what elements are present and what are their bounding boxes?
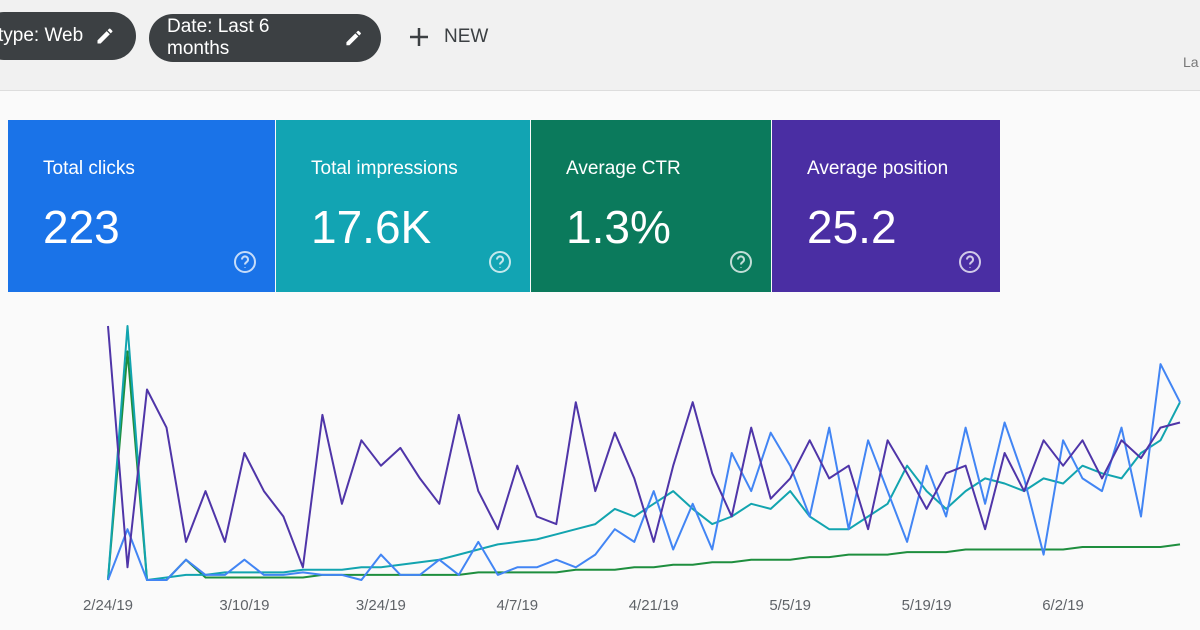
edit-icon: [97, 28, 113, 44]
help-mark: [495, 255, 504, 268]
new-label: NEW: [444, 26, 489, 47]
metric-label: Average position: [807, 158, 949, 179]
help-icon: [489, 251, 511, 273]
metric-value: 1.3%: [566, 201, 671, 253]
help-circle: [234, 251, 256, 273]
metric-card[interactable]: Average CTR 1.3%: [531, 120, 771, 292]
metric-line: [107, 363, 1181, 581]
metric-value: 17.6K: [311, 201, 432, 253]
x-tick-label: 5/5/19: [769, 597, 811, 614]
metric-line: [107, 325, 1181, 569]
filter-chip[interactable]: Date: Last 6 months: [149, 14, 381, 62]
new-button[interactable]: NEW: [408, 26, 488, 48]
x-tick-label: 5/19/19: [902, 597, 952, 614]
metric-value: 25.2: [807, 201, 897, 253]
truncated-text: La: [1183, 54, 1199, 70]
help-icon: [730, 251, 752, 273]
help-circle: [730, 251, 752, 273]
metric-label: Total clicks: [43, 158, 135, 179]
help-circle: [959, 251, 981, 273]
help-icon: [959, 251, 981, 273]
filter-bar: type: Web Date: Last 6 months NEW La: [0, 0, 1200, 91]
x-tick-label: 6/2/19: [1042, 597, 1084, 614]
help-mark: [965, 255, 974, 268]
x-tick-label: 4/21/19: [629, 597, 679, 614]
chip-label: Date: Last 6 months: [167, 16, 270, 59]
metric-label: Average CTR: [566, 158, 681, 179]
metric-line: [107, 350, 1181, 581]
chip-label: type: Web: [0, 25, 84, 46]
metric-value: 223: [43, 201, 120, 253]
help-icon: [234, 251, 256, 273]
edit-icon: [346, 30, 361, 46]
x-tick-label: 4/7/19: [496, 597, 538, 614]
metric-card[interactable]: Total clicks 223: [8, 120, 275, 292]
plus-icon: [410, 28, 428, 46]
performance-chart: 2/24/19 3/10/19 3/24/19 4/7/19 4/21/19 5/5/19…: [83, 325, 1181, 614]
help-circle: [489, 251, 511, 273]
help-mark: [240, 255, 249, 268]
metric-label: Total impressions: [311, 158, 458, 179]
x-tick-label: 3/24/19: [356, 597, 406, 614]
filter-chip[interactable]: type: Web: [0, 12, 136, 60]
x-tick-label: 2/24/19: [83, 597, 133, 614]
metric-line: [107, 325, 1181, 581]
x-tick-label: 3/10/19: [219, 597, 269, 614]
help-mark: [736, 255, 745, 268]
metric-card[interactable]: Total impressions 17.6K: [276, 120, 530, 292]
metric-card[interactable]: Average position 25.2: [772, 120, 1000, 292]
